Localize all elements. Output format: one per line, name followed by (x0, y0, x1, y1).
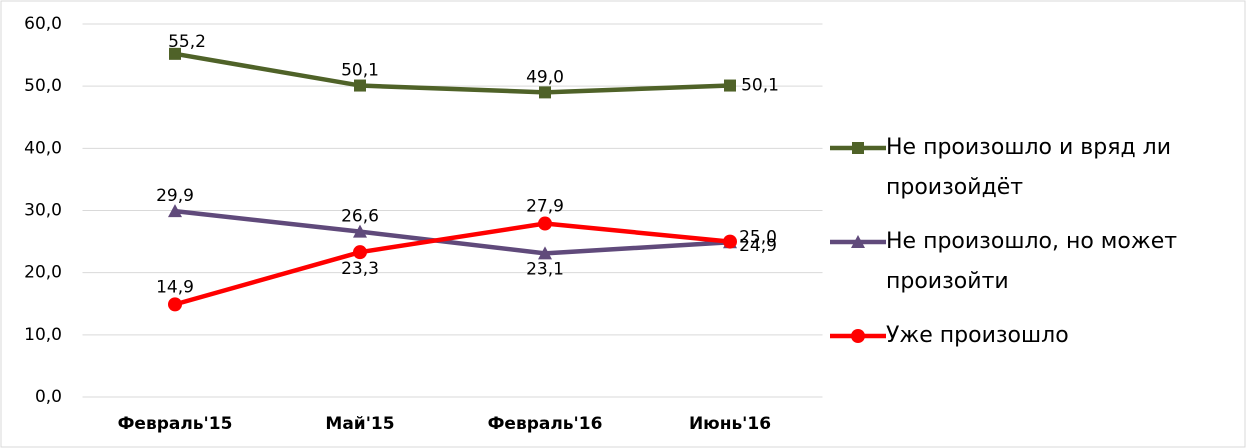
legend-label: Уже произошло (886, 323, 1069, 348)
data-label: 49,0 (526, 67, 564, 87)
series-line (174, 51, 731, 95)
marker (851, 235, 865, 248)
series-line (174, 221, 731, 307)
x-tick-label: Февраль'15 (118, 414, 233, 434)
data-label: 50,1 (341, 61, 379, 81)
data-label: 29,9 (156, 186, 194, 206)
marker (851, 329, 865, 343)
y-tick-label: 0,0 (35, 387, 62, 407)
marker (354, 79, 366, 92)
marker (724, 79, 736, 92)
marker (168, 297, 182, 312)
data-label: 27,9 (526, 197, 564, 217)
y-tick-label: 10,0 (24, 325, 62, 345)
legend-item: Не произошло и вряд ли произойдёт (830, 128, 1240, 208)
data-label: 24,9 (739, 236, 777, 256)
legend-item: Уже произошло (830, 316, 1240, 356)
y-tick-label: 20,0 (24, 263, 62, 283)
marker (169, 47, 181, 60)
x-tick-label: Июнь'16 (689, 414, 771, 434)
x-tick-label: Май'15 (325, 414, 394, 434)
y-tick-label: 40,0 (24, 138, 62, 158)
marker (538, 216, 552, 231)
marker (539, 86, 551, 99)
marker (723, 234, 737, 249)
legend-item: Не произошло, но может произойти (830, 222, 1240, 302)
y-tick-label: 30,0 (24, 201, 62, 221)
data-label: 50,1 (741, 76, 779, 96)
legend-icon (830, 235, 886, 248)
series-line (174, 208, 731, 256)
marker (353, 245, 367, 260)
marker (538, 246, 552, 260)
legend-label: Не произошло, но может произойти (886, 229, 1178, 294)
y-tick-label: 50,0 (24, 76, 62, 96)
marker (353, 224, 367, 238)
legend-label: Не произошло и вряд ли произойдёт (886, 135, 1172, 200)
data-label: 23,1 (526, 259, 564, 279)
data-label: 26,6 (341, 207, 379, 227)
legend: Не произошло и вряд ли произойдёт Не прои… (830, 128, 1240, 370)
y-tick-label: 60,0 (24, 14, 62, 34)
x-tick-label: Февраль'16 (488, 414, 603, 434)
legend-icon (830, 329, 886, 343)
data-label: 55,2 (168, 32, 206, 52)
marker (168, 204, 182, 218)
data-label: 25,0 (739, 228, 777, 248)
data-label: 14,9 (156, 277, 194, 297)
marker (852, 142, 864, 154)
data-label: 23,3 (341, 259, 379, 279)
legend-icon (830, 142, 886, 154)
